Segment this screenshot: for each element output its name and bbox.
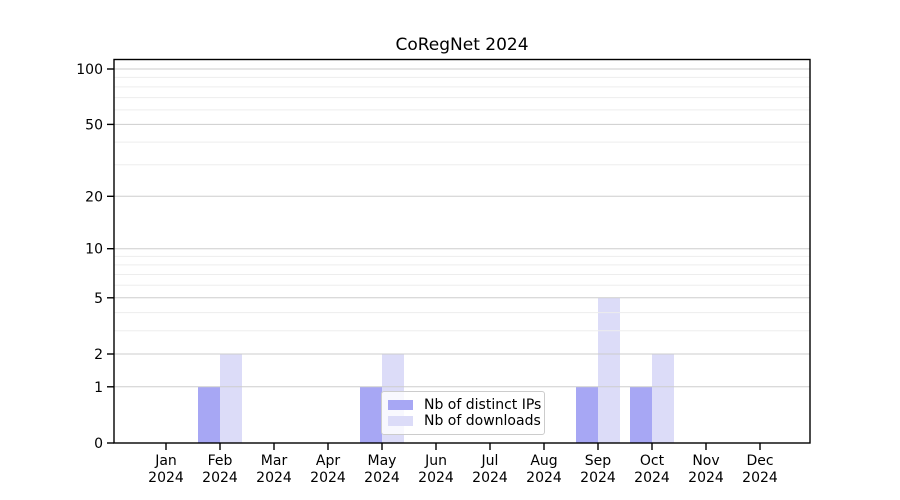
bar-distinct-ips-may <box>360 386 382 443</box>
x-tick-label-month: Jun <box>424 453 447 469</box>
bar-distinct-ips-oct <box>630 386 652 443</box>
bar-distinct-ips-sep <box>576 386 598 443</box>
x-tick-label-month: Mar <box>261 453 288 469</box>
x-tick-label-year: 2024 <box>364 470 400 486</box>
legend-item-distinct-ips: Nb of distinct IPs <box>388 397 542 413</box>
x-tick-label-year: 2024 <box>688 470 724 486</box>
legend-swatch-distinct-ips <box>388 400 413 410</box>
x-tick-label-month: Nov <box>692 453 719 469</box>
x-tick-label-month: Dec <box>746 453 773 469</box>
grid-layer <box>114 68 810 388</box>
legend-label-distinct-ips: Nb of distinct IPs <box>424 397 542 413</box>
bar-distinct-ips-feb <box>198 386 220 443</box>
x-tick-label-year: 2024 <box>634 470 670 486</box>
x-tick-label-year: 2024 <box>418 470 454 486</box>
bar-downloads-oct <box>652 354 674 443</box>
x-tick-label-year: 2024 <box>472 470 508 486</box>
x-tick-label-month: May <box>368 453 397 469</box>
y-tick-label: 2 <box>94 347 103 363</box>
x-tick-label-month: Oct <box>640 453 665 469</box>
y-tick-label: 1 <box>94 380 103 396</box>
y-tick-label: 10 <box>85 242 103 258</box>
x-tick-label-year: 2024 <box>742 470 778 486</box>
x-tick-label-month: Jul <box>481 453 499 469</box>
x-tick-label-month: Sep <box>585 453 612 469</box>
axes-layer: 0125102050100Jan2024Feb2024Mar2024Apr202… <box>76 58 811 486</box>
x-tick-label-month: Apr <box>316 453 340 469</box>
x-tick-label-month: Aug <box>530 453 557 469</box>
plot-border <box>113 58 811 444</box>
bar-downloads-feb <box>220 354 242 443</box>
x-tick-label-month: Jan <box>154 453 177 469</box>
x-tick-label-year: 2024 <box>256 470 292 486</box>
legend-item-downloads: Nb of downloads <box>388 413 541 429</box>
x-tick-label-year: 2024 <box>526 470 562 486</box>
y-tick-label: 50 <box>85 117 103 133</box>
legend: Nb of distinct IPs Nb of downloads <box>381 391 545 435</box>
x-tick-label-year: 2024 <box>580 470 616 486</box>
bar-downloads-sep <box>598 297 620 443</box>
y-tick-label: 20 <box>85 189 103 205</box>
y-tick-label: 5 <box>94 291 103 307</box>
x-tick-label-year: 2024 <box>148 470 184 486</box>
legend-swatch-downloads <box>388 416 413 426</box>
x-tick-label-year: 2024 <box>202 470 238 486</box>
legend-label-downloads: Nb of downloads <box>424 413 541 429</box>
y-tick-label: 100 <box>76 62 103 78</box>
y-tick-label: 0 <box>94 436 103 452</box>
x-tick-label-year: 2024 <box>310 470 346 486</box>
chart-title: CoRegNet 2024 <box>395 35 528 55</box>
x-tick-label-month: Feb <box>208 453 233 469</box>
